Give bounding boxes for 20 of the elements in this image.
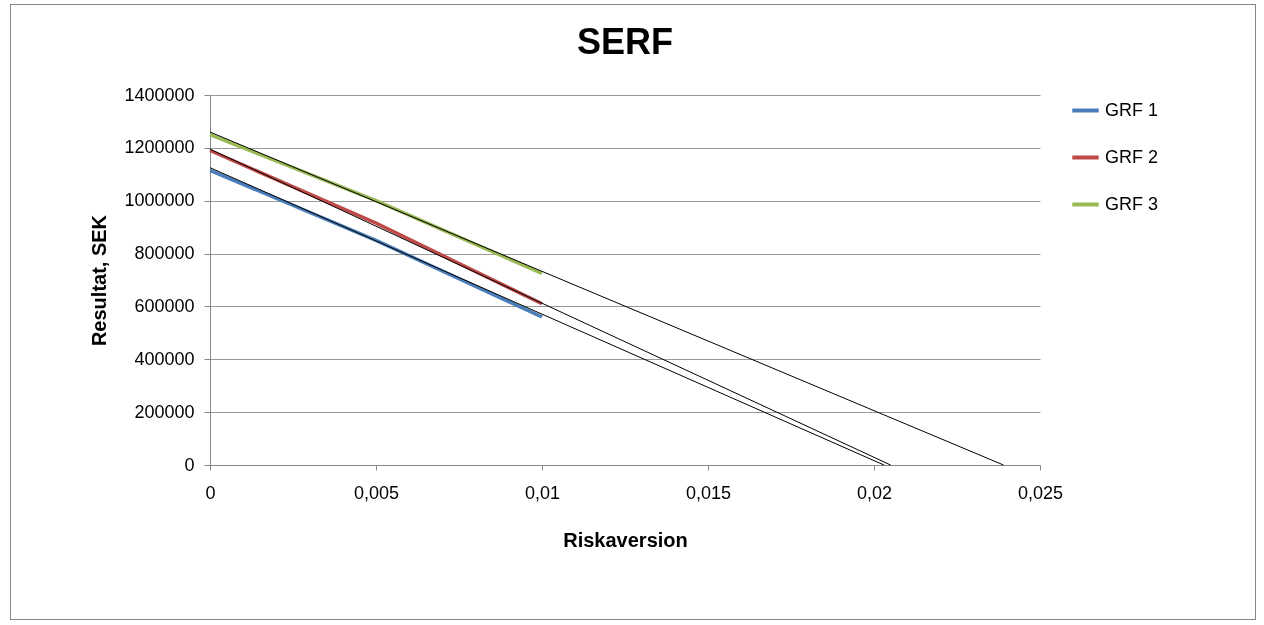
chart-title: SERF bbox=[576, 21, 674, 62]
x-axis-title: Riskaversion bbox=[563, 528, 688, 551]
y-tick-label: 800000 bbox=[134, 243, 195, 264]
x-tick-label: 0,02 bbox=[856, 482, 893, 503]
x-tick-label: 0 bbox=[205, 482, 216, 503]
legend-label: GRF 1 bbox=[1105, 99, 1159, 120]
x-tick-label: 0,01 bbox=[524, 482, 561, 503]
y-tick-label: 0 bbox=[184, 454, 195, 475]
y-tick-label: 1200000 bbox=[124, 137, 195, 158]
x-tick-label: 0,005 bbox=[353, 482, 400, 503]
legend-label: GRF 3 bbox=[1105, 193, 1159, 214]
x-tick-label: 0,025 bbox=[1017, 482, 1064, 503]
x-tick-label: 0,015 bbox=[685, 482, 732, 503]
y-tick-label: 1000000 bbox=[124, 190, 195, 211]
legend-label: GRF 2 bbox=[1105, 146, 1159, 167]
y-tick-label: 400000 bbox=[134, 348, 195, 369]
y-tick-label: 600000 bbox=[134, 295, 195, 316]
y-tick-label: 1400000 bbox=[124, 84, 195, 105]
y-axis-title: Resultat, SEK bbox=[88, 214, 111, 347]
y-tick-label: 200000 bbox=[134, 401, 195, 422]
